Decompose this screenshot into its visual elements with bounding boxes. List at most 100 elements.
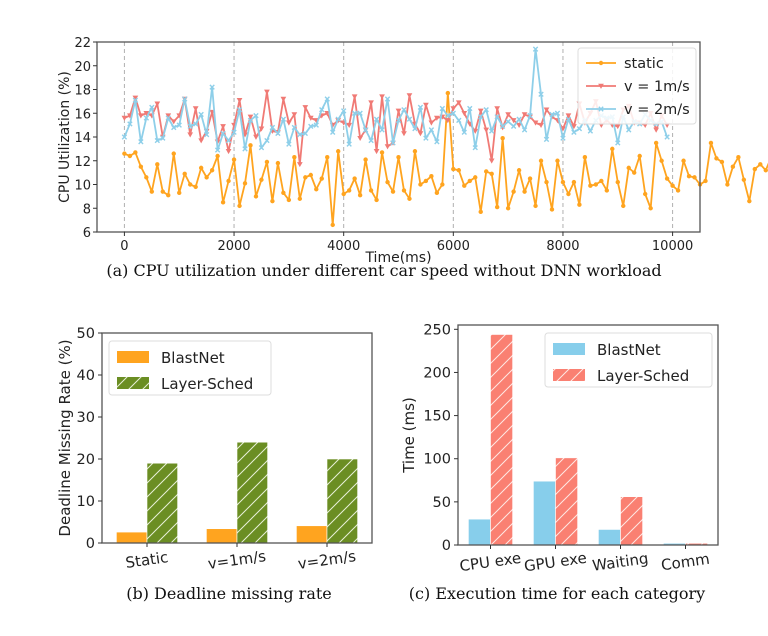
x-tick-label: 2000 [217, 239, 250, 254]
data-point [450, 110, 457, 116]
data-point [352, 176, 357, 181]
data-point [418, 182, 423, 187]
data-point [203, 131, 210, 138]
data-point [444, 118, 451, 124]
data-point [741, 177, 747, 182]
data-point [193, 184, 198, 190]
data-point [577, 202, 582, 207]
data-point [160, 189, 165, 194]
data-point [659, 158, 664, 163]
y-tick-label: 40 [77, 368, 95, 384]
data-point [253, 194, 259, 199]
data-point [593, 182, 599, 187]
data-point [401, 106, 407, 113]
data-point [231, 157, 237, 162]
bar [555, 457, 578, 546]
data-point [489, 171, 494, 177]
x-tick-label: 4000 [327, 239, 360, 254]
data-point [192, 121, 199, 127]
data-point [554, 110, 561, 116]
data-point [653, 140, 659, 146]
legend-swatch [553, 343, 585, 355]
data-point [500, 135, 505, 141]
bar [206, 528, 238, 544]
x-tick-label: Comm [660, 550, 711, 575]
data-point [670, 183, 675, 188]
data-point [286, 120, 292, 126]
data-point [303, 175, 308, 180]
data-point [538, 122, 544, 128]
data-point [236, 97, 243, 104]
data-point [538, 158, 544, 163]
data-point [264, 137, 270, 144]
data-point [544, 179, 549, 185]
x-axis-label: Time(ms) [364, 250, 431, 266]
data-point [483, 127, 490, 133]
x-tick-label: 6000 [437, 239, 470, 254]
data-point [505, 118, 511, 125]
data-point [215, 153, 220, 159]
data-point [187, 132, 194, 138]
data-point [379, 150, 385, 155]
data-point [192, 106, 199, 112]
data-point [132, 97, 139, 103]
data-point [417, 104, 424, 111]
data-point [543, 107, 550, 113]
caption-a: (a) CPU utilization under different car … [106, 261, 661, 280]
data-point [499, 125, 506, 131]
legend: BlastNet Layer-Sched [108, 340, 272, 396]
data-point [440, 182, 445, 187]
data-point [532, 46, 539, 52]
bar [598, 529, 621, 546]
data-point [763, 168, 768, 173]
bar [296, 525, 328, 544]
data-point [428, 120, 435, 126]
data-point [511, 189, 516, 194]
data-point [428, 127, 435, 133]
legend-box [108, 340, 272, 396]
data-point [747, 198, 752, 204]
data-point [225, 149, 232, 155]
cpu-utilization-chart: 0 2000 4000 6000 8000 10000 6810121416182022 … [57, 36, 768, 280]
y-tick-label: 6 [83, 226, 91, 241]
data-point [144, 175, 149, 180]
data-point [149, 189, 155, 194]
data-point [478, 114, 484, 120]
data-point [308, 172, 313, 178]
data-point [291, 124, 298, 131]
data-point [456, 168, 461, 173]
data-point [280, 116, 287, 122]
data-point [231, 129, 237, 135]
data-point [121, 134, 128, 140]
data-point [478, 209, 483, 215]
data-point [521, 127, 528, 133]
data-point [719, 159, 725, 165]
legend-item: BlastNet [553, 341, 661, 359]
data-point [614, 124, 621, 130]
data-point [555, 158, 560, 163]
data-point [302, 105, 309, 111]
data-point [571, 129, 577, 135]
data-point [166, 192, 171, 198]
data-point [374, 197, 379, 203]
legend-label: BlastNet [161, 349, 225, 367]
data-point [412, 125, 418, 132]
data-point [384, 144, 391, 150]
data-point [384, 96, 391, 102]
data-point [434, 190, 440, 196]
data-point [351, 94, 358, 100]
data-point [270, 198, 275, 204]
bar [326, 458, 358, 544]
data-point [472, 144, 478, 151]
data-point [527, 112, 533, 119]
data-point [473, 175, 478, 180]
data-point [275, 130, 281, 137]
data-point [198, 165, 204, 171]
legend-item: BlastNet [117, 349, 225, 367]
data-point [313, 122, 319, 128]
data-point [571, 124, 577, 130]
data-point [325, 154, 330, 160]
y-tick-label: 16 [74, 107, 91, 122]
caption-b: (b) Deadline missing rate [126, 584, 332, 603]
data-point [494, 106, 501, 112]
